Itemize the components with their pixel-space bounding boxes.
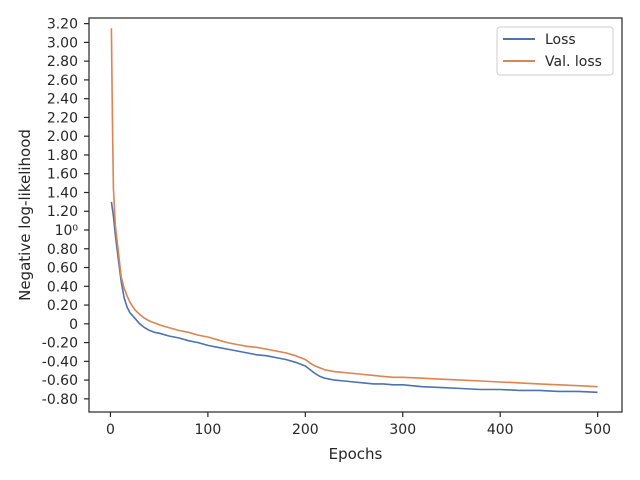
y-tick-label: 0.40 — [47, 279, 78, 295]
x-tick-label: 100 — [195, 422, 222, 438]
y-tick-label: -0.20 — [42, 336, 78, 352]
legend-label-val-loss: Val. loss — [545, 54, 602, 70]
y-tick-label: 0.60 — [47, 261, 78, 277]
y-tick-label: 2.80 — [47, 54, 78, 70]
y-tick-label: -0.60 — [42, 373, 78, 389]
y-tick-label: 0 — [69, 317, 78, 333]
y-tick-label: 2.20 — [47, 110, 78, 126]
legend-label-loss: Loss — [545, 32, 576, 48]
y-tick-label: 10⁰ — [55, 223, 79, 239]
y-tick-label: 1.80 — [47, 148, 78, 164]
y-tick-label: 2.00 — [47, 129, 78, 145]
y-axis-title: Negative log-likelihood — [16, 129, 34, 301]
y-tick-label: -0.40 — [42, 354, 78, 370]
x-tick-label: 500 — [584, 422, 611, 438]
y-tick-label: 3.00 — [47, 35, 78, 51]
y-tick-label: 3.20 — [47, 17, 78, 33]
series-line-loss — [110, 201, 598, 394]
plot-area — [88, 17, 623, 413]
x-tick-label: 0 — [106, 422, 115, 438]
x-tick-label: 200 — [292, 422, 319, 438]
x-tick-label: 400 — [487, 422, 514, 438]
x-axis-ticks: 0 100 200 300 400 500 — [106, 412, 611, 438]
y-tick-label: 1.60 — [47, 167, 78, 183]
y-tick-label: 1.40 — [47, 185, 78, 201]
y-tick-label: 1.20 — [47, 204, 78, 220]
y-tick-label: 0.20 — [47, 298, 78, 314]
series-line-val-loss — [110, 28, 598, 388]
x-axis-title: Epochs — [329, 445, 383, 463]
y-tick-label: 0.80 — [47, 242, 78, 258]
y-axis-ticks: -0.80 -0.60 -0.40 -0.20 0 0.20 0.40 0.60 0.80 10⁰… — [42, 17, 89, 408]
y-tick-label: -0.80 — [42, 392, 78, 408]
legend: Loss Val. loss — [496, 26, 614, 76]
x-tick-label: 300 — [389, 422, 416, 438]
y-tick-label: 2.60 — [47, 73, 78, 89]
y-tick-label: 2.40 — [47, 92, 78, 108]
series-lines — [110, 28, 598, 394]
